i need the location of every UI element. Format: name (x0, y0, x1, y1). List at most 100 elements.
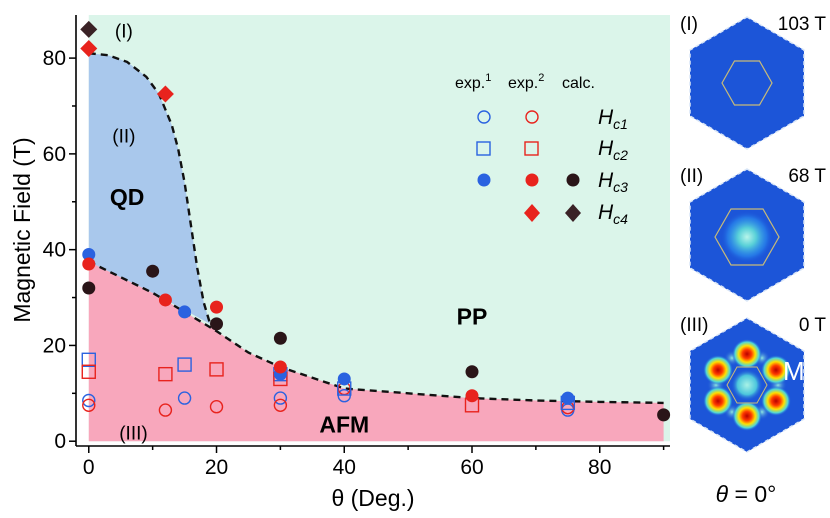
legend: exp.1 exp.2 calc. Hc1 Hc2 Hc3 Hc4 (455, 72, 628, 227)
panel-III-bragg-spot (703, 386, 733, 416)
panel-II-roman: (II) (680, 166, 703, 187)
data-point-hc3-calc- (273, 331, 287, 345)
data-point-hc1-exp-1 (177, 391, 192, 405)
panel-II-center-glow (721, 211, 773, 263)
panel-I-field: 103 T (778, 14, 827, 35)
data-point-hc3-exp-2 (465, 389, 479, 403)
data-point-hc1-exp-2 (209, 400, 224, 414)
data-point-hc1-exp-2 (82, 398, 96, 412)
data-point-hc3-exp-2 (273, 360, 287, 374)
data-point-hc3-exp-1 (561, 391, 575, 405)
axis-ticks (69, 57, 665, 453)
y-tick-labels: 0 20 40 60 80 (43, 47, 66, 453)
x-tick-label: 60 (460, 456, 483, 479)
qd-region (88, 53, 211, 324)
panel-III-field: 0 T (799, 315, 827, 336)
y-tick-label: 0 (54, 430, 66, 453)
pp-region-label: PP (457, 304, 488, 330)
x-axis-title: θ (Deg.) (331, 485, 414, 511)
data-point-hc1-exp-1 (273, 391, 288, 405)
panel-I-inner-hexagon (721, 60, 773, 106)
legend-label-hc4: Hc4 (598, 201, 628, 227)
x-tick-label: 80 (588, 456, 611, 479)
legend-marker-hc1-exp1 (477, 110, 491, 124)
legend-header-exp1: exp.1 (455, 72, 491, 92)
panel-III-bragg-spot (703, 355, 733, 385)
legend-marker-hc3-calc (566, 173, 580, 187)
panel-III-inner-hexagon (726, 366, 768, 404)
region-marker-II: (II) (112, 127, 135, 148)
afm-region-label: AFM (319, 411, 369, 437)
data-point-hc2-exp-1 (81, 352, 96, 367)
y-tick-label: 40 (43, 239, 66, 262)
data-point-hc2-exp-2 (158, 366, 173, 382)
region-marker-I: (I) (115, 21, 133, 42)
x-tick-label: 0 (83, 456, 95, 479)
data-point-hc3-exp-2 (210, 300, 224, 314)
legend-marker-hc1-exp2 (525, 110, 539, 124)
data-point-hc2-exp-1 (177, 357, 192, 372)
panel-II-field: 68 T (788, 166, 826, 187)
panel-II: (II) 68 T (680, 166, 826, 302)
data-point-hc3-exp-2 (82, 257, 96, 271)
legend-label-hc3: Hc3 (598, 169, 628, 195)
data-point-hc3-exp-1 (178, 305, 192, 319)
axes-frame (75, 15, 670, 447)
y-axis-title: Magnetic Field (T) (9, 137, 35, 322)
data-point-hc3-calc- (210, 317, 224, 331)
legend-marker-hc3-exp2 (525, 173, 539, 187)
data-point-hc3-exp-1 (82, 247, 96, 261)
data-point-hc3-exp-1 (337, 372, 351, 386)
legend-label-hc2: Hc2 (598, 137, 628, 163)
data-point-hc3-calc- (465, 365, 479, 379)
data-point-hc4-calc- (80, 20, 98, 38)
data-point-hc1-exp-1 (82, 393, 96, 408)
legend-label-hc1: Hc1 (598, 106, 628, 132)
panel-III-roman: (III) (680, 315, 709, 336)
data-point-hc3-calc- (82, 281, 96, 295)
panel-III-bragg-spot (732, 401, 762, 431)
data-point-hc4-exp-2 (156, 85, 174, 103)
pp-region (88, 15, 670, 442)
panel-III-bragg-spot (761, 386, 791, 416)
panel-III-m-label: M (783, 356, 805, 386)
legend-header-exp2: exp.2 (508, 72, 544, 92)
panel-I: (I) 103 T (680, 14, 827, 150)
data-point-hc3-calc- (146, 264, 160, 278)
region-marker-III: (III) (119, 424, 148, 445)
phase-regions (88, 15, 670, 442)
data-point-hc1-exp-2 (158, 403, 173, 417)
qd-boundary-line (88, 52, 212, 325)
panel-I-roman: (I) (680, 14, 698, 35)
qd-region-label: QD (110, 184, 145, 210)
data-point-hc2-exp-2 (81, 364, 96, 379)
afm-region (88, 261, 664, 442)
legend-marker-hc4-calc (565, 204, 581, 222)
legend-marker-hc3-exp1 (477, 173, 491, 187)
panel-I-hexagon (689, 16, 805, 150)
x-tick-labels: 0 20 40 60 80 (83, 456, 611, 479)
panel-III: M (III) 0 T (680, 315, 827, 453)
y-tick-label: 20 (43, 334, 66, 357)
afm-boundary-line (88, 260, 664, 405)
panel-III-center-glow (731, 369, 763, 401)
panel-caption: θ = 0° (716, 481, 777, 507)
panel-II-inner-hexagon (714, 208, 780, 266)
panel-III-bragg-spot (732, 339, 762, 369)
data-markers (80, 20, 671, 422)
x-tick-label: 20 (205, 456, 228, 479)
x-tick-label: 40 (333, 456, 356, 479)
data-point-hc1-exp-2 (273, 398, 288, 412)
data-point-hc3-exp-2 (158, 293, 172, 307)
data-point-hc2-exp-2 (209, 362, 224, 377)
data-point-hc3-calc- (657, 408, 671, 422)
legend-marker-hc4-exp2 (524, 204, 540, 222)
legend-marker-hc2-exp2 (524, 141, 539, 156)
legend-marker-hc2-exp1 (476, 141, 491, 156)
data-point-hc4-exp-2 (80, 40, 98, 58)
y-tick-label: 60 (43, 143, 66, 166)
panel-III-bragg-spot (761, 355, 791, 385)
phase-boundaries (88, 52, 664, 405)
y-tick-label: 80 (43, 47, 66, 70)
